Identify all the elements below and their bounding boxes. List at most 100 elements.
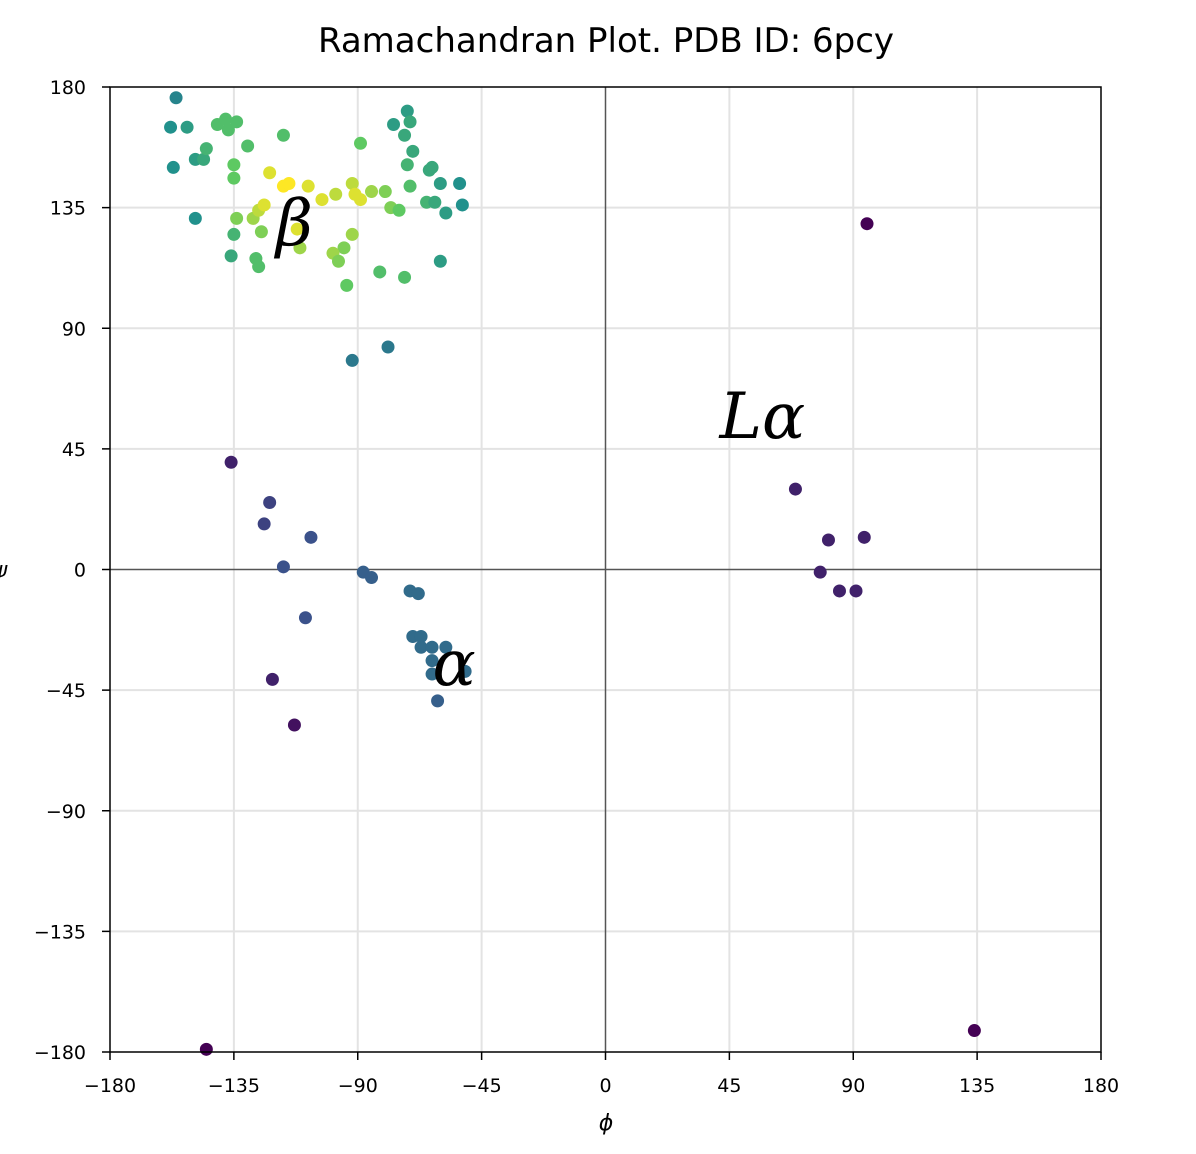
data-point — [241, 139, 255, 153]
data-point — [224, 249, 238, 263]
data-point — [304, 530, 318, 544]
data-point — [199, 142, 213, 156]
x-tick-label: 45 — [717, 1075, 741, 1097]
y-tick-label: 135 — [50, 198, 86, 220]
data-point — [227, 158, 241, 172]
data-point — [392, 203, 406, 217]
data-point — [458, 664, 472, 678]
y-tick-label: −135 — [34, 921, 86, 943]
data-point — [230, 115, 244, 129]
data-point — [411, 587, 425, 601]
y-axis-label: ψ — [0, 558, 8, 583]
data-point — [293, 241, 307, 255]
data-point — [387, 118, 401, 132]
y-ticks: −180 −135 −90 −45 0 45 90 135 180 — [34, 77, 110, 1064]
x-tick-label: 0 — [599, 1075, 611, 1097]
region-label: α — [432, 627, 475, 701]
data-point — [400, 104, 414, 118]
data-point — [455, 198, 469, 212]
region-labels: β α Lα — [274, 187, 805, 701]
data-point — [967, 1024, 981, 1038]
region-label: β — [274, 187, 313, 261]
data-point — [860, 217, 874, 231]
data-point — [433, 177, 447, 190]
data-point — [414, 630, 428, 644]
data-point — [345, 177, 359, 190]
data-point — [433, 254, 447, 268]
x-tick-label: −135 — [208, 1075, 260, 1097]
y-tick-label: −180 — [34, 1042, 86, 1064]
data-point — [301, 179, 315, 193]
data-point — [227, 227, 241, 241]
x-tick-label: −45 — [462, 1075, 502, 1097]
data-point — [224, 455, 238, 469]
data-point — [221, 123, 235, 137]
data-point — [428, 195, 442, 209]
data-point — [219, 112, 233, 126]
data-point — [345, 227, 359, 241]
data-point — [252, 260, 266, 274]
data-point — [265, 672, 279, 686]
data-point — [849, 584, 863, 598]
x-axis-label: ϕ — [599, 1111, 614, 1136]
data-point — [398, 128, 412, 142]
zero-axis-lines — [110, 87, 1101, 1052]
data-point — [406, 144, 420, 158]
data-point — [821, 533, 835, 547]
x-tick-label: 135 — [959, 1075, 995, 1097]
data-point — [188, 211, 202, 225]
data-point — [354, 193, 368, 207]
x-tick-label: 90 — [841, 1075, 865, 1097]
data-point — [164, 120, 178, 134]
data-point — [381, 340, 395, 354]
y-tick-label: 45 — [62, 439, 86, 461]
data-point — [298, 611, 312, 625]
data-point — [290, 222, 304, 236]
data-point — [263, 495, 277, 509]
data-point — [425, 640, 439, 654]
data-point — [169, 91, 183, 105]
data-point — [425, 160, 439, 174]
data-point — [439, 206, 453, 220]
data-point — [365, 571, 379, 585]
data-point — [257, 198, 271, 212]
data-point — [345, 353, 359, 367]
data-point — [180, 120, 194, 134]
y-tick-label: −90 — [46, 801, 86, 823]
data-point — [257, 517, 271, 531]
data-point — [431, 694, 445, 708]
data-point — [227, 171, 241, 185]
data-point — [166, 160, 180, 174]
data-point — [282, 177, 296, 190]
x-tick-label: 180 — [1083, 1075, 1119, 1097]
data-point — [453, 177, 467, 190]
x-ticks: −180 −135 −90 −45 0 45 90 135 180 — [84, 1052, 1119, 1097]
y-tick-label: 90 — [62, 318, 86, 340]
y-tick-label: −45 — [46, 680, 86, 702]
data-point — [365, 185, 379, 199]
data-point — [331, 254, 345, 268]
data-point — [373, 265, 387, 279]
data-point — [857, 530, 871, 544]
data-point — [425, 654, 439, 668]
data-point — [398, 270, 412, 284]
data-point — [197, 152, 211, 166]
data-point — [425, 667, 439, 681]
data-point — [315, 193, 329, 207]
data-point — [788, 482, 802, 496]
data-point — [329, 187, 343, 201]
data-point — [199, 1042, 213, 1056]
data-point — [276, 560, 290, 574]
data-point — [230, 211, 244, 225]
data-point — [832, 584, 846, 598]
data-point — [254, 225, 268, 239]
data-point — [403, 115, 417, 129]
data-point — [378, 185, 392, 199]
data-point — [276, 128, 290, 142]
data-point — [400, 158, 414, 172]
data-point — [414, 640, 428, 654]
chart-title: Ramachandran Plot. PDB ID: 6pcy — [318, 21, 894, 61]
data-points — [164, 91, 981, 1056]
data-point — [354, 136, 368, 150]
